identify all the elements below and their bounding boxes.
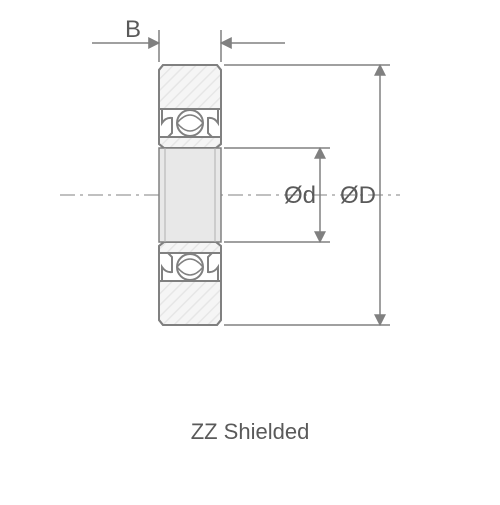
dimension-B <box>92 30 285 62</box>
label-d: Ød <box>284 182 316 209</box>
label-B: B <box>125 16 141 43</box>
label-D: ØD <box>340 182 376 209</box>
bearing-body <box>159 65 221 325</box>
caption: ZZ Shielded <box>0 419 500 445</box>
